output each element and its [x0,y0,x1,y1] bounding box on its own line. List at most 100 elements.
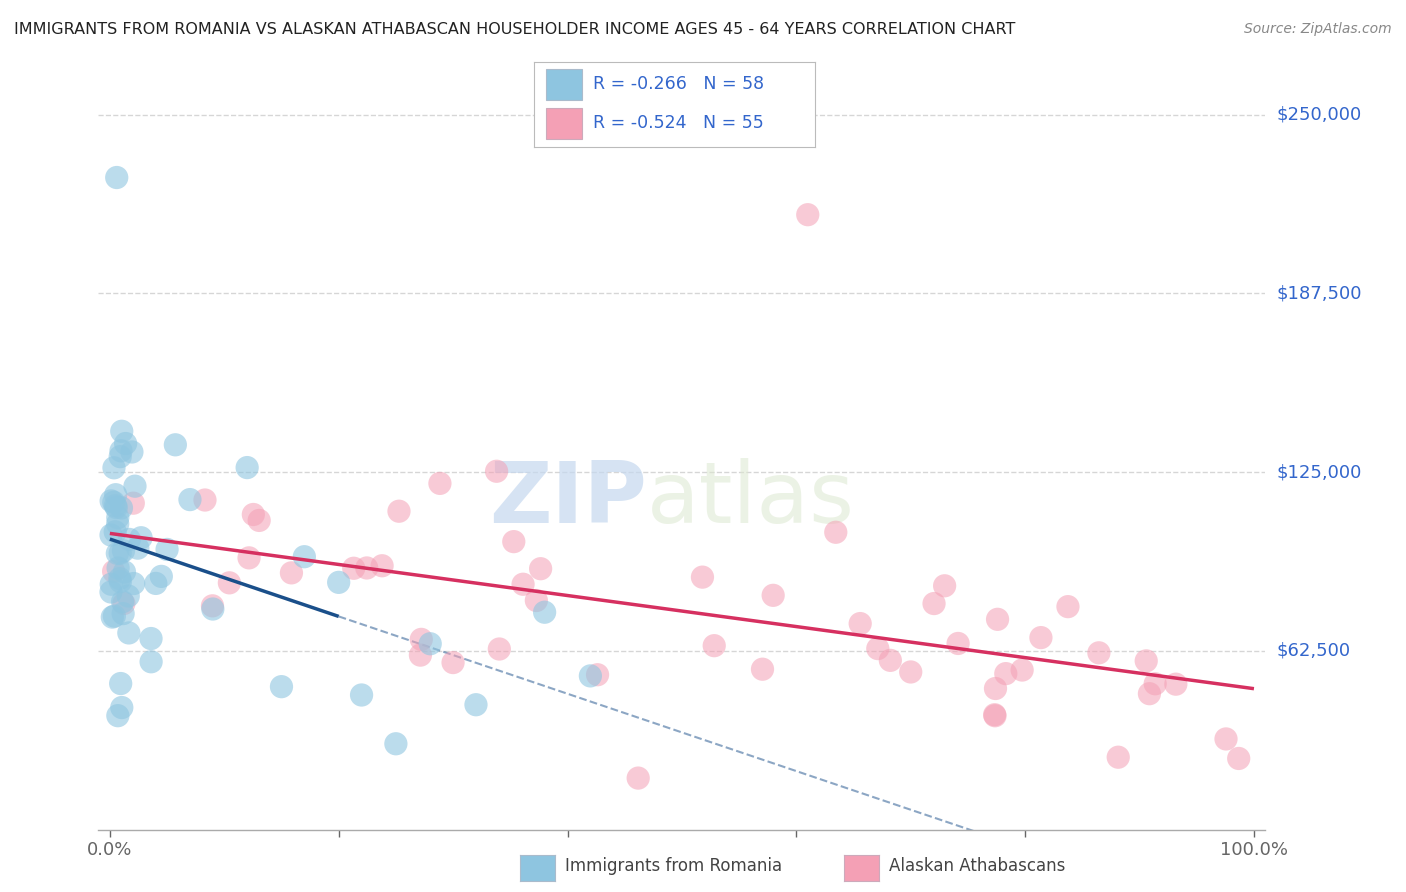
Text: ZIP: ZIP [489,458,647,541]
Point [502,534,524,549]
Point [110,500,132,515]
Point [586,667,609,681]
Text: Alaskan Athabascans: Alaskan Athabascans [889,857,1064,875]
Point [934,579,956,593]
Point [111,424,134,438]
Point [100,528,122,542]
Point [201,602,224,616]
Point [104,488,127,502]
Point [236,460,259,475]
Text: Immigrants from Romania: Immigrants from Romania [565,857,782,875]
Point [371,558,394,573]
Text: Source: ZipAtlas.com: Source: ZipAtlas.com [1244,22,1392,37]
Point [485,464,508,478]
Text: $62,500: $62,500 [1277,642,1351,660]
Point [1139,687,1161,701]
Point [922,597,945,611]
Point [530,562,553,576]
Point [1215,731,1237,746]
Point [984,681,1007,696]
Point [118,626,141,640]
Point [127,541,149,556]
Point [104,524,127,539]
Point [100,585,122,599]
Point [280,566,302,580]
Point [385,737,408,751]
Text: $125,000: $125,000 [1277,463,1362,481]
Point [150,569,173,583]
Point [866,641,889,656]
Point [1057,599,1080,614]
Bar [546,70,582,100]
Point [238,550,260,565]
Point [111,700,134,714]
Point [692,570,714,584]
Point [292,549,315,564]
Point [139,655,162,669]
Point [105,546,128,560]
Point [104,499,127,513]
Point [242,508,264,522]
Point [165,438,187,452]
Point [122,496,145,510]
Point [1135,654,1157,668]
Point [101,610,124,624]
Point [108,450,131,464]
Point [103,460,125,475]
Point [100,577,122,591]
Point [751,662,773,676]
Point [356,561,378,575]
Text: $187,500: $187,500 [1277,285,1362,302]
Point [103,495,125,509]
Point [465,698,488,712]
Text: $250,000: $250,000 [1277,105,1362,124]
Point [129,531,152,545]
Point [139,632,162,646]
Point [512,577,534,591]
Point [1107,750,1129,764]
Point [429,476,451,491]
Text: R = -0.266   N = 58: R = -0.266 N = 58 [593,76,765,94]
Point [946,636,969,650]
Point [107,516,129,531]
Point [984,708,1007,723]
Point [627,771,650,785]
Point [156,542,179,557]
Text: atlas: atlas [647,458,855,541]
Point [328,575,350,590]
Point [1227,751,1250,765]
Point [1144,677,1167,691]
Point [100,494,122,508]
Point [179,492,201,507]
Point [388,504,411,518]
Point [409,648,432,662]
Point [579,669,602,683]
Point [105,170,128,185]
Point [108,572,131,586]
Point [849,616,872,631]
Point [824,525,846,540]
Point [114,436,136,450]
Point [112,543,135,558]
Point [1088,646,1111,660]
Point [110,574,132,589]
Point [524,593,547,607]
Point [117,589,139,603]
Point [987,612,1010,626]
Point [110,443,132,458]
Point [419,637,441,651]
Point [488,642,510,657]
Point [107,708,129,723]
Bar [546,108,582,139]
Point [1029,631,1052,645]
Point [983,707,1005,722]
Point [1164,677,1187,691]
Point [145,576,167,591]
Point [107,561,129,575]
Point [124,479,146,493]
Point [270,680,292,694]
Point [201,599,224,613]
Point [107,510,129,524]
Point [994,666,1017,681]
Point [703,639,725,653]
